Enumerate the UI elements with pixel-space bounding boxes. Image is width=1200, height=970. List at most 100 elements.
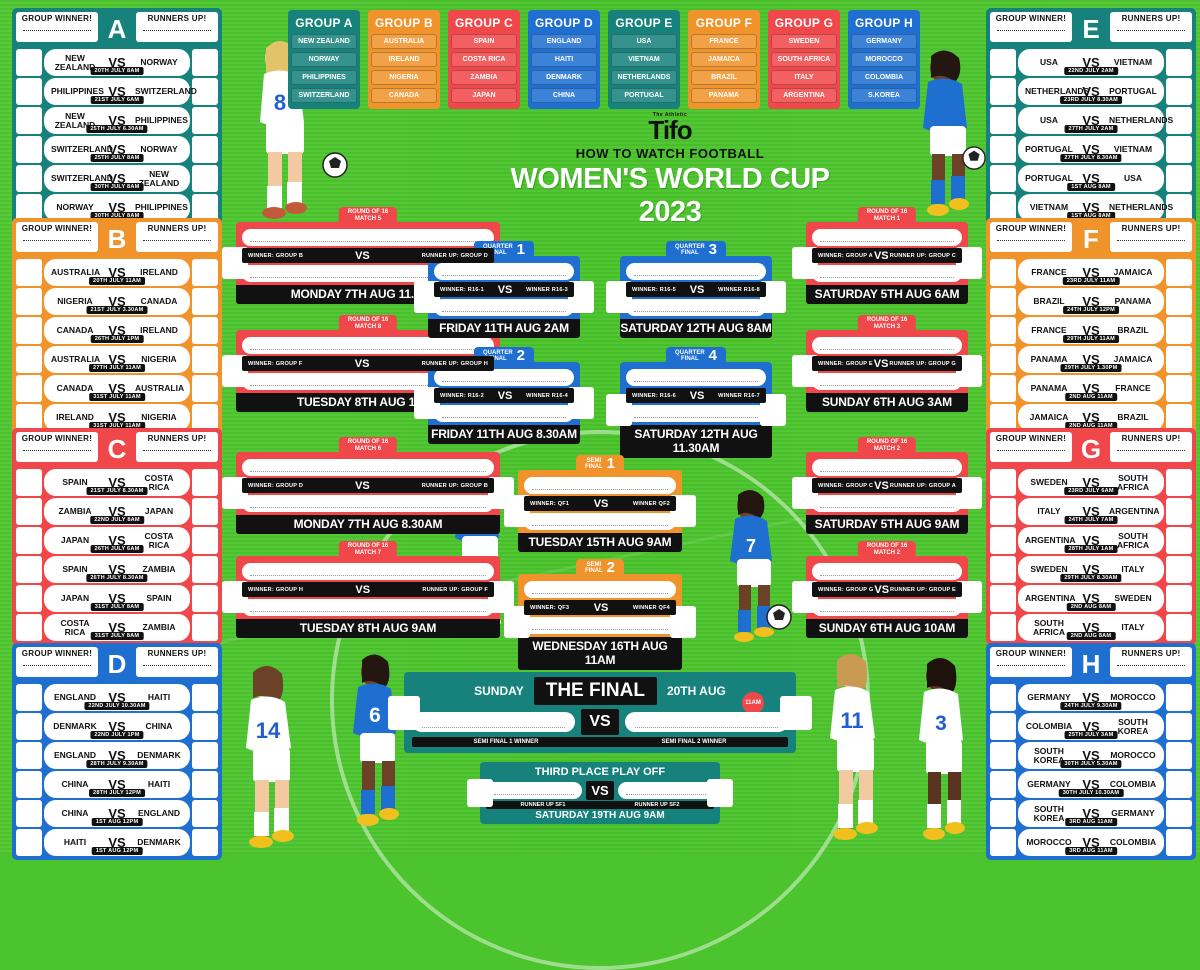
team-slot-bottom[interactable] bbox=[626, 405, 766, 422]
score-box-home[interactable] bbox=[990, 527, 1016, 554]
score-box-home[interactable] bbox=[990, 165, 1016, 192]
score-box-away[interactable] bbox=[192, 469, 218, 496]
bracket-card-qf2[interactable]: QUARTER FINAL 2 WINNER: R16-2 VS WINNER R16-4… bbox=[414, 347, 594, 444]
score-box-home[interactable] bbox=[16, 498, 42, 525]
group-winner-field[interactable]: GROUP WINNER! bbox=[990, 222, 1072, 252]
score-box-home[interactable] bbox=[16, 317, 42, 344]
score-box-away[interactable] bbox=[1166, 469, 1192, 496]
score-box-home[interactable] bbox=[990, 771, 1016, 798]
score-box-away[interactable] bbox=[192, 684, 218, 711]
score-box-home[interactable] bbox=[990, 317, 1016, 344]
third-team-left-input[interactable] bbox=[486, 782, 583, 799]
score-box-away[interactable] bbox=[1166, 498, 1192, 525]
team-slot-bottom[interactable] bbox=[524, 617, 676, 634]
score-box-away[interactable] bbox=[1166, 585, 1192, 612]
score-box-home[interactable] bbox=[16, 684, 42, 711]
group-winner-field[interactable]: GROUP WINNER! bbox=[990, 432, 1072, 462]
group-winner-field[interactable]: GROUP WINNER! bbox=[16, 12, 98, 42]
group-winner-field[interactable]: GROUP WINNER! bbox=[990, 12, 1072, 42]
score-box-away[interactable] bbox=[192, 107, 218, 134]
score-box-home[interactable] bbox=[990, 585, 1016, 612]
team-slot-top[interactable] bbox=[626, 369, 766, 386]
group-winner-field[interactable]: GROUP WINNER! bbox=[16, 222, 98, 252]
team-slot-bottom[interactable] bbox=[812, 495, 962, 512]
score-box-home[interactable] bbox=[16, 136, 42, 163]
score-box-home[interactable] bbox=[990, 136, 1016, 163]
team-slot-top[interactable] bbox=[242, 459, 494, 476]
final-match-card[interactable]: SUNDAY THE FINAL 20TH AUG 11AM VS SEMI F… bbox=[388, 672, 812, 753]
team-slot-top[interactable] bbox=[812, 563, 962, 580]
score-box-home[interactable] bbox=[990, 742, 1016, 769]
score-box-home[interactable] bbox=[16, 614, 42, 641]
score-box-home[interactable] bbox=[990, 404, 1016, 431]
score-box-away[interactable] bbox=[1166, 800, 1192, 827]
runners-up-field[interactable]: RUNNERS UP! bbox=[1110, 12, 1192, 42]
runners-up-field[interactable]: RUNNERS UP! bbox=[1110, 222, 1192, 252]
score-box-away[interactable] bbox=[1166, 684, 1192, 711]
score-box-away[interactable] bbox=[192, 527, 218, 554]
team-slot-bottom[interactable] bbox=[812, 599, 962, 616]
score-box-away[interactable] bbox=[192, 800, 218, 827]
score-box-away[interactable] bbox=[1166, 78, 1192, 105]
score-box-away[interactable] bbox=[192, 78, 218, 105]
score-box-away[interactable] bbox=[192, 614, 218, 641]
team-slot-top[interactable] bbox=[812, 229, 962, 246]
runners-up-field[interactable]: RUNNERS UP! bbox=[136, 222, 218, 252]
score-box-home[interactable] bbox=[990, 288, 1016, 315]
score-box-away[interactable] bbox=[192, 375, 218, 402]
team-slot-bottom[interactable] bbox=[434, 299, 574, 316]
bracket-card-r16-4[interactable]: ROUND OF 16 MATCH 2 WINNER: GROUP G VS RUNNE… bbox=[792, 541, 982, 638]
bracket-card-r16-2[interactable]: ROUND OF 16 MATCH 2 WINNER: GROUP C VS RUNNE… bbox=[792, 437, 982, 534]
runners-up-field[interactable]: RUNNERS UP! bbox=[1110, 432, 1192, 462]
team-slot-top[interactable] bbox=[434, 263, 574, 280]
bracket-card-qf1[interactable]: QUARTER FINAL 1 WINNER: R16-1 VS WINNER R16-3… bbox=[414, 241, 594, 338]
score-box-home[interactable] bbox=[990, 107, 1016, 134]
final-team-right-input[interactable] bbox=[624, 712, 788, 732]
score-box-home[interactable] bbox=[990, 49, 1016, 76]
bracket-card-r16-6[interactable]: ROUND OF 16 MATCH 6 WINNER: GROUP D VS RUNNE… bbox=[222, 437, 514, 534]
bracket-card-qf4[interactable]: QUARTER FINAL 4 WINNER: R16-6 VS WINNER R16-7… bbox=[606, 347, 786, 458]
score-box-away[interactable] bbox=[1166, 614, 1192, 641]
team-slot-bottom[interactable] bbox=[626, 299, 766, 316]
score-box-away[interactable] bbox=[1166, 742, 1192, 769]
bracket-card-r16-1[interactable]: ROUND OF 16 MATCH 1 WINNER: GROUP A VS RUNNE… bbox=[792, 207, 982, 304]
score-box-away[interactable] bbox=[192, 194, 218, 221]
score-box-away[interactable] bbox=[192, 498, 218, 525]
team-slot-bottom[interactable] bbox=[812, 265, 962, 282]
score-box-away[interactable] bbox=[1166, 829, 1192, 856]
score-box-home[interactable] bbox=[16, 49, 42, 76]
score-box-home[interactable] bbox=[16, 165, 42, 192]
score-box-away[interactable] bbox=[1166, 107, 1192, 134]
score-box-away[interactable] bbox=[192, 404, 218, 431]
score-box-home[interactable] bbox=[16, 107, 42, 134]
final-team-left-input[interactable] bbox=[412, 712, 576, 732]
score-box-away[interactable] bbox=[1166, 136, 1192, 163]
score-box-home[interactable] bbox=[16, 556, 42, 583]
score-box-home[interactable] bbox=[990, 829, 1016, 856]
score-box-away[interactable] bbox=[192, 49, 218, 76]
score-box-away[interactable] bbox=[192, 288, 218, 315]
score-box-away[interactable] bbox=[192, 165, 218, 192]
score-box-home[interactable] bbox=[990, 713, 1016, 740]
third-team-right-input[interactable] bbox=[617, 782, 714, 799]
team-slot-bottom[interactable] bbox=[524, 513, 676, 530]
group-winner-field[interactable]: GROUP WINNER! bbox=[990, 647, 1072, 677]
score-box-away[interactable] bbox=[1166, 259, 1192, 286]
score-box-home[interactable] bbox=[16, 259, 42, 286]
score-box-away[interactable] bbox=[1166, 317, 1192, 344]
team-slot-top[interactable] bbox=[626, 263, 766, 280]
team-slot-top[interactable] bbox=[242, 337, 494, 354]
score-box-home[interactable] bbox=[16, 78, 42, 105]
score-box-home[interactable] bbox=[16, 829, 42, 856]
score-box-away[interactable] bbox=[192, 771, 218, 798]
runners-up-field[interactable]: RUNNERS UP! bbox=[136, 647, 218, 677]
score-box-home[interactable] bbox=[990, 78, 1016, 105]
team-slot-bottom[interactable] bbox=[434, 405, 574, 422]
score-box-home[interactable] bbox=[16, 771, 42, 798]
score-box-home[interactable] bbox=[990, 469, 1016, 496]
bracket-card-r16-3[interactable]: ROUND OF 16 MATCH 3 WINNER: GROUP E VS RUNNE… bbox=[792, 315, 982, 412]
team-slot-top[interactable] bbox=[812, 337, 962, 354]
score-box-away[interactable] bbox=[1166, 375, 1192, 402]
score-box-away[interactable] bbox=[1166, 288, 1192, 315]
score-box-away[interactable] bbox=[192, 829, 218, 856]
